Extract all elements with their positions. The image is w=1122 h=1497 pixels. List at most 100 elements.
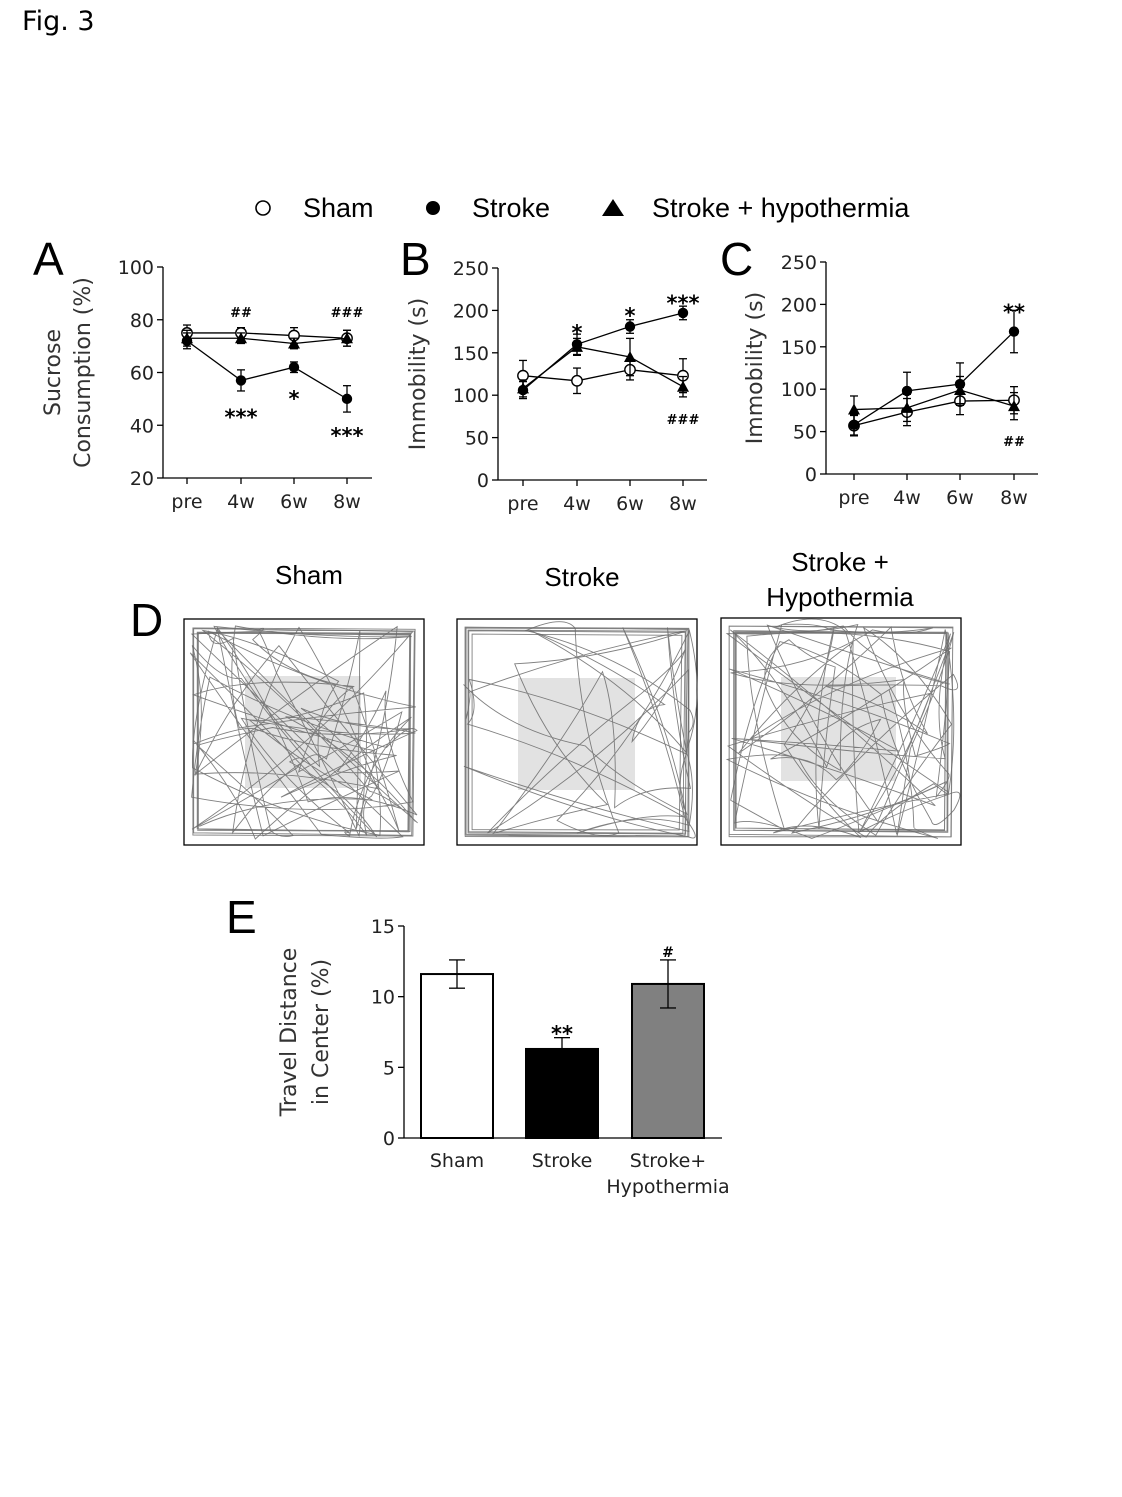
y-tick-label: 0 xyxy=(805,464,817,486)
data-point-filled-circle xyxy=(341,393,353,405)
y-axis-label: Sucrose xyxy=(41,329,66,416)
significance-mark: ** xyxy=(551,1022,573,1046)
significance-mark: # xyxy=(662,945,674,961)
bar xyxy=(420,973,494,1140)
y-axis-label: Travel Distance xyxy=(277,948,302,1118)
x-tick-label: Sham xyxy=(430,1150,484,1172)
data-point-filled-triangle xyxy=(624,351,636,363)
data-point-filled-circle xyxy=(624,321,636,332)
y-tick-label: 200 xyxy=(453,300,489,322)
x-tick-label: 4w xyxy=(563,493,591,515)
panel-letter-a: A xyxy=(33,233,64,285)
significance-mark: ## xyxy=(230,306,252,321)
significance-mark: * xyxy=(289,387,300,411)
data-point-filled-triangle xyxy=(901,401,913,413)
panel-e: E 0 5 10 15 Travel Distance in Center (%) Sham S… xyxy=(226,891,730,1198)
x-tick-label: Stroke xyxy=(532,1150,593,1172)
legend-item-label: Stroke + hypothermia xyxy=(652,193,910,223)
trace-title: Hypothermia xyxy=(766,582,914,612)
legend-item-label: Sham xyxy=(303,193,374,223)
x-tick-label: 6w xyxy=(280,491,308,513)
y-tick-label: 50 xyxy=(465,428,489,450)
trace-path xyxy=(463,621,698,839)
y-tick-label: 250 xyxy=(781,252,817,274)
data-point-filled-triangle xyxy=(954,384,966,396)
legend-marker-filled-triangle xyxy=(602,199,624,216)
x-tick-label: 8w xyxy=(333,491,361,513)
trace-title: Stroke + xyxy=(791,547,889,577)
y-tick-label: 250 xyxy=(453,258,489,280)
panel-letter-e: E xyxy=(226,891,257,943)
y-tick-label: 5 xyxy=(383,1057,395,1079)
x-tick-label: pre xyxy=(507,493,538,515)
data-point-filled-triangle xyxy=(341,332,353,344)
figure-label: Fig. 3 xyxy=(22,6,95,37)
x-tick-label: 6w xyxy=(946,487,974,509)
bar xyxy=(525,1047,599,1139)
series-line-filled-circle xyxy=(853,331,1015,426)
significance-mark: ** xyxy=(1003,301,1025,325)
trace-perimeter xyxy=(192,627,416,837)
y-tick-label: 150 xyxy=(453,343,489,365)
x-tick-label: 6w xyxy=(616,493,644,515)
data-point-filled-triangle xyxy=(1008,400,1020,412)
y-tick-label: 20 xyxy=(130,468,154,490)
data-point-filled-triangle xyxy=(677,380,689,392)
significance-mark: * xyxy=(572,321,583,345)
series-line-open-circle xyxy=(187,332,348,339)
panel-letter-d: D xyxy=(130,594,163,646)
x-tick-label: pre xyxy=(171,491,202,513)
y-tick-label: 80 xyxy=(130,310,154,332)
y-tick-label: 0 xyxy=(477,470,489,492)
bar xyxy=(631,982,705,1139)
trace-title: Stroke xyxy=(544,562,619,592)
x-tick-label: pre xyxy=(838,487,869,509)
legend-marker-filled-circle xyxy=(426,201,440,215)
y-tick-label: 10 xyxy=(371,987,395,1009)
panel-c: C 0 50 100 150 200 250 pre 4w 6w 8w Immobility (s) *… xyxy=(720,233,1038,509)
data-point-filled-triangle xyxy=(181,332,193,344)
significance-mark: *** xyxy=(331,424,364,448)
x-tick-label: 4w xyxy=(227,491,255,513)
y-tick-label: 150 xyxy=(781,337,817,359)
y-tick-label: 200 xyxy=(781,294,817,316)
open-field-trace-2: Stroke xyxy=(456,562,698,846)
y-axis-label: Consumption (%) xyxy=(71,277,96,468)
data-point-filled-triangle xyxy=(235,332,247,344)
trace-path xyxy=(189,625,418,840)
x-tick-label: 8w xyxy=(1000,487,1028,509)
data-point-filled-triangle xyxy=(517,382,529,394)
data-point-filled-triangle xyxy=(288,337,300,349)
significance-mark: ### xyxy=(331,306,364,321)
data-point-filled-circle xyxy=(901,385,913,397)
x-tick-label: 8w xyxy=(669,493,697,515)
legend-marker-open-circle xyxy=(255,200,271,216)
y-tick-label: 50 xyxy=(793,422,817,444)
series-line-filled-circle xyxy=(186,340,348,400)
trace-path xyxy=(725,618,961,839)
series-line-open-circle xyxy=(522,369,684,382)
series-line-filled-triangle xyxy=(187,337,348,345)
data-point-filled-triangle xyxy=(571,340,583,352)
y-tick-label: 40 xyxy=(130,415,154,437)
data-point-open-circle xyxy=(571,374,583,387)
data-point-filled-triangle xyxy=(848,403,860,415)
significance-mark: *** xyxy=(225,406,258,430)
significance-mark: *** xyxy=(667,291,700,315)
y-tick-label: 100 xyxy=(453,385,489,407)
significance-mark: ### xyxy=(667,413,700,428)
y-tick-label: 100 xyxy=(781,379,817,401)
open-field-trace-1: Sham xyxy=(183,560,425,846)
y-tick-label: 0 xyxy=(383,1128,395,1150)
legend: Sham Stroke Stroke + hypothermia xyxy=(255,193,910,223)
x-tick-label: 4w xyxy=(893,487,921,509)
data-point-filled-circle xyxy=(677,307,689,319)
data-point-filled-circle xyxy=(288,362,300,373)
series-line-filled-triangle xyxy=(522,346,684,389)
open-field-trace-3: Stroke + Hypothermia xyxy=(720,547,962,846)
y-axis-label: Immobility (s) xyxy=(743,292,768,444)
series-line-open-circle xyxy=(853,399,1015,427)
data-point-filled-circle xyxy=(1008,326,1020,337)
panel-a: A 20 40 60 80 100 pre 4w 6w 8w Sucrose Consumption … xyxy=(33,233,372,513)
panel-d: D Sham Stroke Stroke + Hypothermia xyxy=(130,547,962,846)
